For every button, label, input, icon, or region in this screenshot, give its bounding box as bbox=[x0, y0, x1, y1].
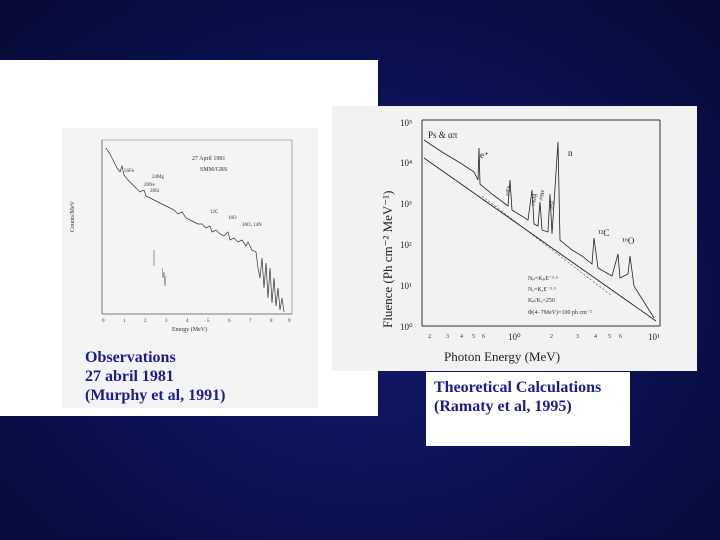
right-y-axis-label: Fluence (Ph cm⁻² MeV⁻¹) bbox=[380, 191, 395, 328]
svg-text:6: 6 bbox=[482, 334, 485, 340]
svg-text:Ps & απ: Ps & απ bbox=[428, 130, 458, 140]
left-date-label: 27 April 1981 bbox=[192, 156, 225, 162]
right-caption-line-1: Theoretical Calculations bbox=[434, 379, 602, 396]
svg-text:16O, 14N: 16O, 14N bbox=[242, 223, 262, 228]
continuum-fit-line bbox=[423, 157, 657, 322]
svg-text:3: 3 bbox=[165, 319, 168, 324]
theory-spectrum-line bbox=[423, 139, 655, 319]
svg-text:16O: 16O bbox=[228, 216, 237, 221]
svg-text:8: 8 bbox=[270, 319, 273, 324]
right-x-axis-label: Photon Energy (MeV) bbox=[444, 349, 560, 364]
left-caption-line-1: Observations bbox=[85, 349, 176, 366]
svg-text:Nₚ=KₚE⁻³·⁵: Nₚ=KₚE⁻³·⁵ bbox=[528, 276, 558, 282]
svg-text:e⁺: e⁺ bbox=[480, 150, 489, 160]
right-caption-line-2: (Ramaty et al, 1995) bbox=[434, 398, 572, 415]
right-caption: Theoretical Calculations (Ramaty et al, … bbox=[434, 378, 601, 416]
svg-text:0: 0 bbox=[102, 319, 105, 324]
svg-text:10¹: 10¹ bbox=[400, 281, 412, 291]
svg-text:10²: 10² bbox=[400, 240, 412, 250]
svg-text:3: 3 bbox=[576, 334, 579, 340]
right-x-ticks: 2 3 4 5 6 10⁰ 2 3 4 5 6 10¹ bbox=[428, 332, 660, 342]
svg-text:10¹: 10¹ bbox=[648, 332, 660, 342]
svg-text:10⁰: 10⁰ bbox=[508, 332, 521, 342]
svg-text:4: 4 bbox=[186, 319, 189, 324]
svg-text:10⁵: 10⁵ bbox=[400, 118, 412, 128]
svg-text:24Mg: 24Mg bbox=[152, 175, 164, 180]
svg-text:12C: 12C bbox=[210, 210, 219, 215]
svg-text:¹²C: ¹²C bbox=[598, 228, 609, 238]
svg-text:6: 6 bbox=[228, 319, 231, 324]
left-instrument-label: SMM/GRS bbox=[200, 167, 227, 173]
svg-text:2: 2 bbox=[428, 334, 431, 340]
right-caption-box: Theoretical Calculations (Ramaty et al, … bbox=[426, 372, 630, 446]
svg-text:¹⁶O: ¹⁶O bbox=[622, 236, 635, 246]
svg-text:4: 4 bbox=[460, 334, 463, 340]
svg-text:10⁴: 10⁴ bbox=[400, 158, 412, 168]
observed-spectrum-line bbox=[105, 147, 285, 313]
left-caption: Observations 27 abril 1981 (Murphy et al… bbox=[85, 348, 225, 405]
left-panel: Counts/MeV Energy (MeV) 27 April 1981 SM… bbox=[0, 60, 378, 416]
theory-spectrum-figure: Fluence (Ph cm⁻² MeV⁻¹) Photon Energy (M… bbox=[332, 106, 697, 371]
left-caption-line-2: 27 abril 1981 bbox=[85, 368, 174, 385]
svg-text:1: 1 bbox=[123, 319, 126, 324]
svg-text:²⁸Si: ²⁸Si bbox=[550, 201, 556, 210]
svg-text:4: 4 bbox=[594, 334, 597, 340]
svg-text:10³: 10³ bbox=[400, 199, 412, 209]
observation-spectrum-figure: Counts/MeV Energy (MeV) 27 April 1981 SM… bbox=[62, 128, 318, 408]
left-caption-line-3: (Murphy et al, 1991) bbox=[85, 387, 226, 404]
svg-text:5: 5 bbox=[207, 319, 210, 324]
svg-text:6: 6 bbox=[619, 334, 622, 340]
left-y-axis-label: Counts/MeV bbox=[70, 200, 76, 232]
svg-text:2: 2 bbox=[144, 319, 147, 324]
svg-text:10⁰: 10⁰ bbox=[400, 322, 413, 332]
svg-text:Nₐ=KₐE⁻³·⁵: Nₐ=KₐE⁻³·⁵ bbox=[528, 287, 556, 293]
svg-text:²⁰Ne: ²⁰Ne bbox=[539, 189, 546, 201]
svg-text:Φ(4−7MeV)=100 ph cm⁻²: Φ(4−7MeV)=100 ph cm⁻² bbox=[528, 309, 592, 316]
svg-text:2: 2 bbox=[550, 334, 553, 340]
svg-text:n: n bbox=[568, 148, 573, 158]
svg-text:Kₚ/Kₐ=250: Kₚ/Kₐ=250 bbox=[528, 298, 555, 304]
svg-text:5: 5 bbox=[472, 334, 475, 340]
right-y-ticks: 10⁵ 10⁴ 10³ 10² 10¹ 10⁰ bbox=[400, 118, 413, 332]
right-params: Nₚ=KₚE⁻³·⁵ Nₐ=KₐE⁻³·⁵ Kₚ/Kₐ=250 Φ(4−7MeV… bbox=[528, 276, 592, 316]
svg-text:28Si: 28Si bbox=[150, 189, 160, 194]
svg-text:56Fe: 56Fe bbox=[124, 169, 135, 174]
svg-text:3: 3 bbox=[446, 334, 449, 340]
left-x-ticks: 0 1 2 3 4 5 6 7 8 9 bbox=[102, 319, 291, 324]
svg-text:9: 9 bbox=[288, 319, 291, 324]
svg-text:²⁴Mg: ²⁴Mg bbox=[532, 194, 538, 206]
left-x-axis-label: Energy (MeV) bbox=[172, 326, 207, 333]
svg-text:7: 7 bbox=[249, 319, 252, 324]
svg-text:20Ne: 20Ne bbox=[144, 183, 156, 188]
svg-text:5: 5 bbox=[608, 334, 611, 340]
left-line-labels: 56Fe 24Mg 20Ne 28Si 12C 16O 16O, 14N bbox=[124, 169, 262, 228]
